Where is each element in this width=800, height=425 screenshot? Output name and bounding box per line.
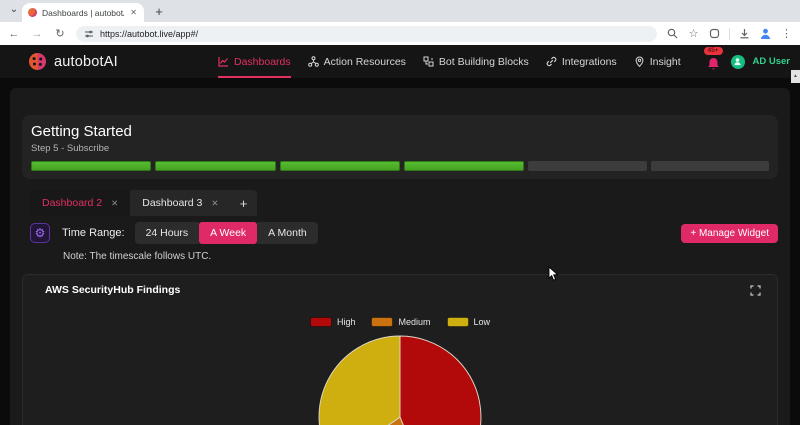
tab-label: Dashboard 2 bbox=[42, 197, 103, 209]
blocks-icon bbox=[423, 56, 434, 67]
tab-search-chevron-icon[interactable]: ⌄ bbox=[9, 4, 19, 15]
manage-widget-button[interactable]: + Manage Widget bbox=[681, 223, 778, 243]
findings-pie-chart[interactable] bbox=[315, 332, 485, 425]
user-menu[interactable]: AD User bbox=[752, 56, 791, 67]
link-icon bbox=[546, 56, 557, 67]
toolbar-actions: ☆ ⋮ bbox=[666, 27, 793, 40]
progress-segment bbox=[31, 161, 152, 171]
dashboard-tabbar: Dashboard 2 ✕ Dashboard 3 ✕ + bbox=[30, 190, 257, 216]
nav-label: Bot Building Blocks bbox=[438, 55, 529, 68]
profile-icon[interactable] bbox=[759, 27, 772, 40]
back-icon[interactable]: ← bbox=[8, 27, 20, 40]
scrollbar-up-button[interactable]: ▲ bbox=[791, 70, 800, 83]
tab-close-icon[interactable]: ✕ bbox=[111, 197, 119, 208]
legend-label: Low bbox=[473, 317, 491, 327]
time-range-a-month-button[interactable]: A Month bbox=[257, 222, 318, 244]
network-nodes-icon bbox=[307, 56, 319, 67]
browser-toolbar: ← → ↻ https://autobot.live/app#/ ☆ ⋮ bbox=[0, 22, 800, 45]
url-text[interactable]: https://autobot.live/app#/ bbox=[100, 28, 199, 39]
legend-item-medium[interactable]: Medium bbox=[371, 317, 431, 327]
nav-item-bot-building-blocks[interactable]: Bot Building Blocks bbox=[423, 45, 529, 78]
navbar-right: 45+ AD User bbox=[703, 45, 791, 78]
nav-item-dashboards[interactable]: Dashboards bbox=[218, 45, 291, 78]
tab-close-icon[interactable]: ✕ bbox=[211, 197, 219, 208]
user-avatar[interactable] bbox=[730, 54, 745, 69]
progress-bar bbox=[31, 161, 769, 171]
legend-label: Medium bbox=[398, 317, 431, 327]
settings-gear-icon[interactable]: ⚙ bbox=[30, 223, 50, 243]
legend-swatch-low bbox=[446, 317, 469, 327]
line-chart-icon bbox=[218, 57, 228, 67]
progress-segment bbox=[279, 161, 400, 171]
time-range-label: Time Range: bbox=[62, 227, 125, 239]
progress-segment bbox=[528, 161, 647, 171]
browser-tabstrip: ⌄ Dashboards | autobotAI ✕ + bbox=[0, 0, 800, 22]
getting-started-step: Step 5 - Subscribe bbox=[31, 143, 110, 154]
site-favicon bbox=[28, 8, 37, 17]
location-pin-icon bbox=[635, 56, 644, 67]
extensions-icon[interactable] bbox=[708, 27, 721, 40]
download-icon[interactable] bbox=[738, 27, 751, 40]
nav-label: Integrations bbox=[561, 55, 617, 68]
pie-slice-low[interactable] bbox=[318, 335, 401, 425]
bell-icon bbox=[707, 57, 719, 70]
reload-icon[interactable]: ↻ bbox=[55, 28, 65, 40]
legend-item-high[interactable]: High bbox=[309, 317, 356, 327]
main-content: Getting Started Step 5 - Subscribe Dashb… bbox=[10, 88, 790, 425]
forward-icon[interactable]: → bbox=[31, 27, 43, 40]
legend-label: High bbox=[336, 317, 356, 327]
utc-note: Note: The timescale follows UTC. bbox=[63, 251, 212, 262]
securityhub-findings-widget: AWS SecurityHub Findings High Medium Low bbox=[22, 274, 778, 425]
tab-dashboard-3[interactable]: Dashboard 3 ✕ bbox=[130, 190, 230, 216]
nav-label: Action Resources bbox=[323, 55, 406, 68]
nav-item-insight[interactable]: Insight bbox=[634, 45, 681, 78]
progress-segment bbox=[155, 161, 276, 171]
zoom-icon[interactable] bbox=[666, 27, 679, 40]
progress-segment bbox=[403, 161, 525, 171]
toolbar-divider bbox=[729, 27, 730, 40]
nav-item-action-resources[interactable]: Action Resources bbox=[307, 45, 406, 78]
add-dashboard-button[interactable]: + bbox=[239, 195, 248, 211]
bookmark-star-icon[interactable]: ☆ bbox=[688, 28, 699, 40]
new-tab-button[interactable]: + bbox=[155, 4, 163, 19]
widget-header: AWS SecurityHub Findings bbox=[23, 275, 777, 305]
person-icon bbox=[734, 58, 741, 66]
nav-item-integrations[interactable]: Integrations bbox=[546, 45, 617, 78]
pie-slice-high[interactable] bbox=[399, 335, 482, 425]
legend-item-low[interactable]: Low bbox=[446, 317, 491, 327]
autobotai-logo-icon bbox=[28, 52, 47, 71]
nav-label: Insight bbox=[649, 55, 681, 68]
getting-started-title: Getting Started bbox=[31, 123, 132, 140]
address-bar[interactable]: https://autobot.live/app#/ bbox=[76, 25, 657, 42]
notifications[interactable]: 45+ bbox=[703, 46, 723, 71]
tab-label: Dashboard 3 bbox=[142, 197, 203, 209]
notification-badge: 45+ bbox=[703, 46, 723, 55]
legend-swatch-high bbox=[309, 317, 332, 327]
legend-swatch-medium bbox=[371, 317, 394, 327]
main-nav: Dashboards Action Resources Bot Building… bbox=[218, 45, 681, 78]
tab-close-icon[interactable]: ✕ bbox=[130, 8, 137, 17]
tab-dashboard-2[interactable]: Dashboard 2 ✕ bbox=[30, 190, 131, 216]
browser-tab-title: Dashboards | autobotAI bbox=[42, 7, 125, 18]
browser-tab[interactable]: Dashboards | autobotAI ✕ bbox=[22, 3, 144, 22]
fullscreen-expand-icon[interactable] bbox=[750, 284, 761, 296]
progress-segment bbox=[650, 161, 769, 171]
mouse-cursor bbox=[548, 266, 559, 281]
nav-label: Dashboards bbox=[234, 55, 291, 68]
widget-title: AWS SecurityHub Findings bbox=[45, 284, 181, 296]
time-range-24-hours-button[interactable]: 24 Hours bbox=[134, 222, 200, 244]
brand[interactable]: autobotAI bbox=[28, 52, 118, 71]
getting-started-card: Getting Started Step 5 - Subscribe bbox=[22, 115, 778, 179]
chart-legend: High Medium Low bbox=[23, 317, 777, 327]
time-range-a-week-button[interactable]: A Week bbox=[199, 222, 258, 244]
kebab-menu-icon[interactable]: ⋮ bbox=[781, 28, 792, 40]
brand-name: autobotAI bbox=[54, 53, 118, 70]
app-navbar: autobotAI Dashboards Action Resources Bo… bbox=[0, 45, 800, 78]
time-range-group: 24 Hours A Week A Month bbox=[134, 222, 318, 244]
time-range-row: ⚙ Time Range: 24 Hours A Week A Month + … bbox=[30, 222, 778, 244]
site-settings-tune-icon[interactable] bbox=[84, 29, 94, 39]
